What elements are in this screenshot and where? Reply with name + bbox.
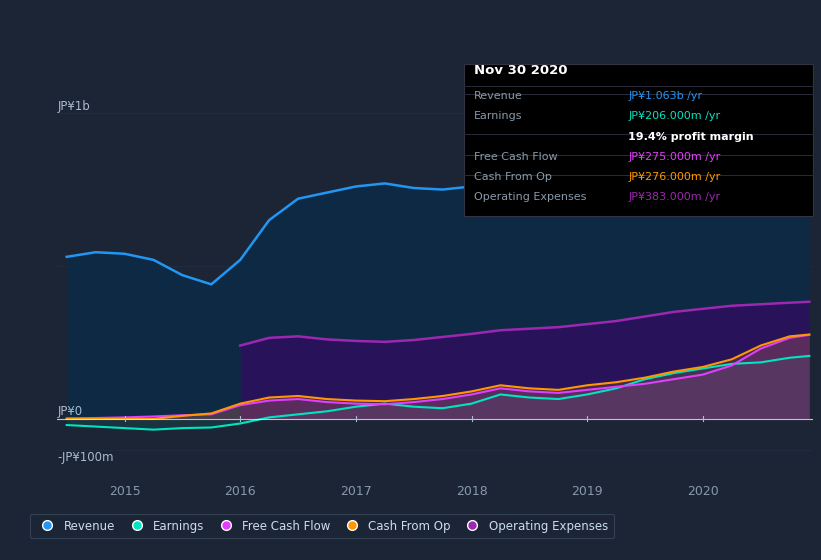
Text: JP¥275.000m /yr: JP¥275.000m /yr [628,152,720,162]
Text: 2016: 2016 [224,484,256,498]
Text: JP¥383.000m /yr: JP¥383.000m /yr [628,192,720,202]
Text: Cash From Op: Cash From Op [474,172,552,182]
Text: JP¥1b: JP¥1b [57,100,90,113]
Text: 2019: 2019 [571,484,603,498]
Text: JP¥276.000m /yr: JP¥276.000m /yr [628,172,720,182]
Text: JP¥1.063b /yr: JP¥1.063b /yr [628,91,702,101]
Text: JP¥206.000m /yr: JP¥206.000m /yr [628,111,720,122]
Text: -JP¥100m: -JP¥100m [57,451,114,464]
Text: 19.4% profit margin: 19.4% profit margin [628,132,754,142]
Legend: Revenue, Earnings, Free Cash Flow, Cash From Op, Operating Expenses: Revenue, Earnings, Free Cash Flow, Cash … [30,514,614,538]
Text: Earnings: Earnings [474,111,522,122]
Text: 2015: 2015 [108,484,140,498]
Text: Operating Expenses: Operating Expenses [474,192,586,202]
Text: Nov 30 2020: Nov 30 2020 [474,64,567,77]
Text: JP¥0: JP¥0 [57,405,83,418]
Text: 2020: 2020 [687,484,718,498]
Text: 2017: 2017 [340,484,372,498]
Text: 2018: 2018 [456,484,488,498]
Text: Free Cash Flow: Free Cash Flow [474,152,557,162]
Text: Revenue: Revenue [474,91,522,101]
